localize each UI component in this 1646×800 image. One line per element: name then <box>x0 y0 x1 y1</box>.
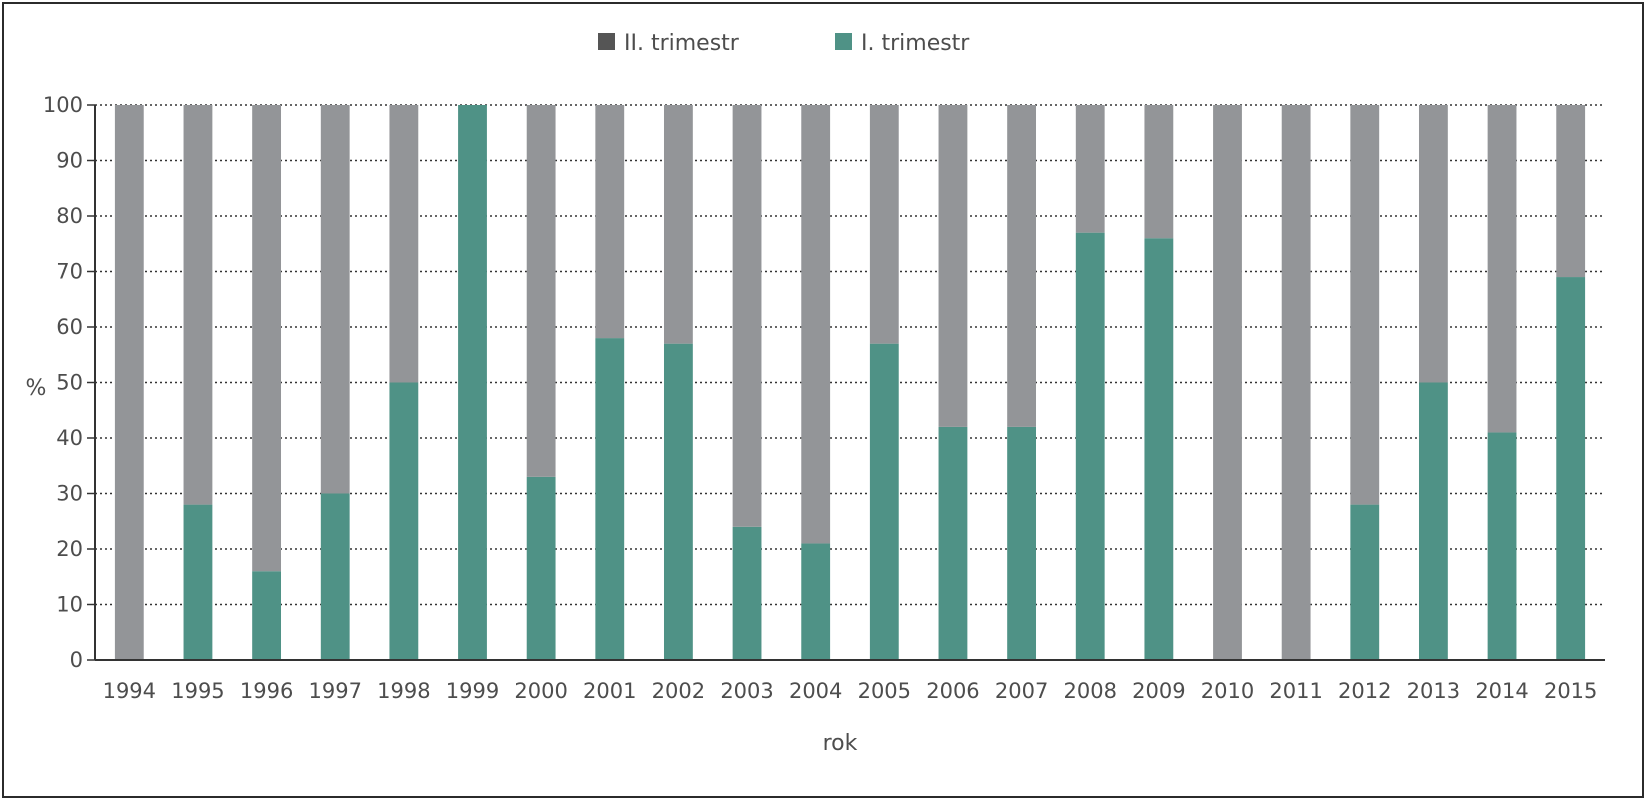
axes <box>94 105 1605 661</box>
bar-1996-i-trimestr <box>252 571 282 660</box>
bar-1999-i-trimestr <box>458 105 487 660</box>
bars <box>114 105 1586 660</box>
legend: II. trimestr I. trimestr <box>598 31 970 56</box>
bar-2006-ii-trimestr <box>938 105 968 427</box>
bar-2008-i-trimestr <box>1075 232 1105 660</box>
bar-2012-i-trimestr <box>1350 504 1380 660</box>
bar-1998-ii-trimestr <box>389 105 419 383</box>
y-tick-label: 20 <box>56 537 83 561</box>
x-tick-label: 2009 <box>1132 679 1185 703</box>
bar-1997-ii-trimestr <box>320 105 350 494</box>
x-axis-title: rok <box>823 731 858 756</box>
x-tick-label: 2014 <box>1475 679 1528 703</box>
x-tick-label: 2002 <box>652 679 705 703</box>
legend-label: II. trimestr <box>624 31 740 56</box>
bar-1995-i-trimestr <box>183 504 213 660</box>
bar-2006-i-trimestr <box>938 426 968 660</box>
x-tick-label: 2007 <box>995 679 1048 703</box>
y-tick-label: 100 <box>43 93 83 117</box>
y-tick-label: 30 <box>56 482 83 506</box>
bar-1994-ii-trimestr <box>114 105 144 660</box>
bar-2007-ii-trimestr <box>1007 105 1037 427</box>
x-tick-label: 2015 <box>1544 679 1597 703</box>
bar-2000-ii-trimestr <box>526 105 556 477</box>
bar-1998-i-trimestr <box>389 382 419 660</box>
x-tick-label: 2003 <box>720 679 773 703</box>
x-tick-label: 1995 <box>171 679 224 703</box>
x-tick-label: 1994 <box>103 679 156 703</box>
y-tick-label: 40 <box>56 426 83 450</box>
bar-2010-ii-trimestr <box>1213 105 1242 660</box>
x-tick-label: 1997 <box>309 679 362 703</box>
bar-2002-ii-trimestr <box>663 105 693 344</box>
x-tick-label: 2001 <box>583 679 636 703</box>
bar-2005-ii-trimestr <box>869 105 899 344</box>
bar-2009-ii-trimestr <box>1144 105 1174 239</box>
bar-2002-i-trimestr <box>663 343 693 660</box>
x-tick-labels: 1994 1995 1996 1997 1998 1999 2000 2001 2002 2003… <box>103 679 1598 703</box>
bar-2003-ii-trimestr <box>732 105 762 527</box>
bar-1995-ii-trimestr <box>183 105 213 505</box>
bar-2013-ii-trimestr <box>1418 105 1448 383</box>
bar-2001-ii-trimestr <box>595 105 625 339</box>
bar-2012-ii-trimestr <box>1350 105 1380 505</box>
y-tick-label: 50 <box>56 371 83 395</box>
x-tick-label: 2011 <box>1269 679 1322 703</box>
y-tick-label: 80 <box>56 204 83 228</box>
legend-swatch <box>598 33 615 50</box>
y-tick-label: 0 <box>70 648 83 672</box>
x-tick-label: 2013 <box>1407 679 1460 703</box>
x-tick-label: 2008 <box>1064 679 1117 703</box>
x-tick-label: 1996 <box>240 679 293 703</box>
bar-2008-ii-trimestr <box>1075 105 1105 233</box>
bar-2000-i-trimestr <box>526 476 556 660</box>
x-tick-label: 2000 <box>514 679 567 703</box>
bar-2005-i-trimestr <box>869 343 899 660</box>
bar-2015-ii-trimestr <box>1556 105 1586 278</box>
bar-2007-i-trimestr <box>1007 426 1037 660</box>
x-tick-label: 2010 <box>1201 679 1254 703</box>
bar-2013-i-trimestr <box>1418 382 1448 660</box>
x-tick-label: 2006 <box>926 679 979 703</box>
x-tick-label: 2012 <box>1338 679 1391 703</box>
x-tick-label: 1998 <box>377 679 430 703</box>
x-tick-label: 2005 <box>858 679 911 703</box>
y-tick-label: 90 <box>56 149 83 173</box>
x-tick-label: 1999 <box>446 679 499 703</box>
bar-2014-i-trimestr <box>1487 432 1517 660</box>
x-tick-label: 2004 <box>789 679 842 703</box>
legend-swatch <box>835 33 852 50</box>
bar-2014-ii-trimestr <box>1487 105 1517 433</box>
bar-1996-ii-trimestr <box>252 105 282 572</box>
y-axis-title: % <box>26 376 47 401</box>
bar-2004-ii-trimestr <box>801 105 831 544</box>
bar-2004-i-trimestr <box>801 543 831 660</box>
bar-2003-i-trimestr <box>732 526 762 660</box>
bar-2009-i-trimestr <box>1144 238 1174 660</box>
bar-2001-i-trimestr <box>595 338 625 660</box>
y-tick-labels: 0 10 20 30 40 50 60 70 80 90 100 <box>43 93 83 672</box>
bar-2011-ii-trimestr <box>1281 105 1311 660</box>
y-tick-label: 70 <box>56 260 83 284</box>
bar-1997-i-trimestr <box>320 493 350 660</box>
y-tick-label: 10 <box>56 593 83 617</box>
legend-label: I. trimestr <box>861 31 970 56</box>
y-tick-label: 60 <box>56 315 83 339</box>
bar-2015-i-trimestr <box>1556 277 1586 660</box>
